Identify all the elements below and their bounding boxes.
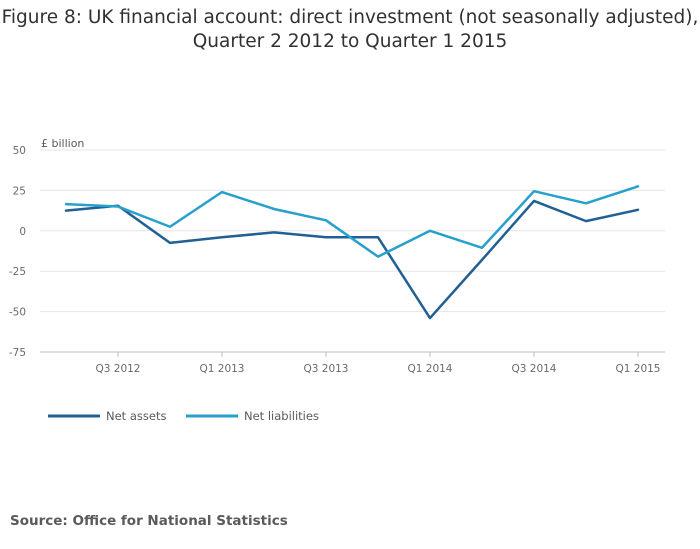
source-note: Source: Office for National Statistics: [10, 513, 288, 529]
y-tick-label: -75: [9, 347, 26, 359]
x-tick-label: Q1 2015: [615, 363, 660, 375]
y-tick-label: 50: [13, 145, 26, 157]
gridlines: [40, 149, 665, 353]
legend: Net assets Net liabilities: [48, 409, 319, 423]
chart-title-line-1: Figure 8: UK financial account: direct i…: [1, 7, 699, 28]
chart-title-line-2: Quarter 2 2012 to Quarter 1 2015: [192, 31, 508, 52]
x-tick-label: Q3 2012: [95, 363, 140, 375]
legend-label: Net liabilities: [244, 409, 319, 423]
series-line-net-liabilities: [64, 185, 640, 258]
y-axis-ticks: 50 25 0 -25 -50 -75: [9, 145, 26, 359]
y-tick-label: -25: [9, 266, 26, 278]
series-lines: [64, 185, 640, 320]
x-tick-label: Q1 2013: [199, 363, 244, 375]
x-axis-ticks: Q3 2012 Q1 2013 Q3 2013 Q1 2014 Q3 2014 Q1 20…: [40, 351, 665, 375]
y-axis-label: £ billion: [41, 137, 84, 150]
x-tick-label: Q3 2014: [511, 363, 556, 375]
y-tick-label: 0: [19, 226, 26, 238]
x-tick-label: Q1 2014: [407, 363, 452, 375]
y-tick-label: -50: [9, 307, 26, 319]
legend-label: Net assets: [106, 409, 166, 423]
x-tick-label: Q3 2013: [303, 363, 348, 375]
source-text: Office for National Statistics: [72, 513, 288, 529]
chart-title: Figure 8: UK financial account: direct i…: [0, 6, 700, 54]
source-label: Source:: [10, 513, 68, 529]
y-tick-label: 25: [13, 185, 26, 197]
